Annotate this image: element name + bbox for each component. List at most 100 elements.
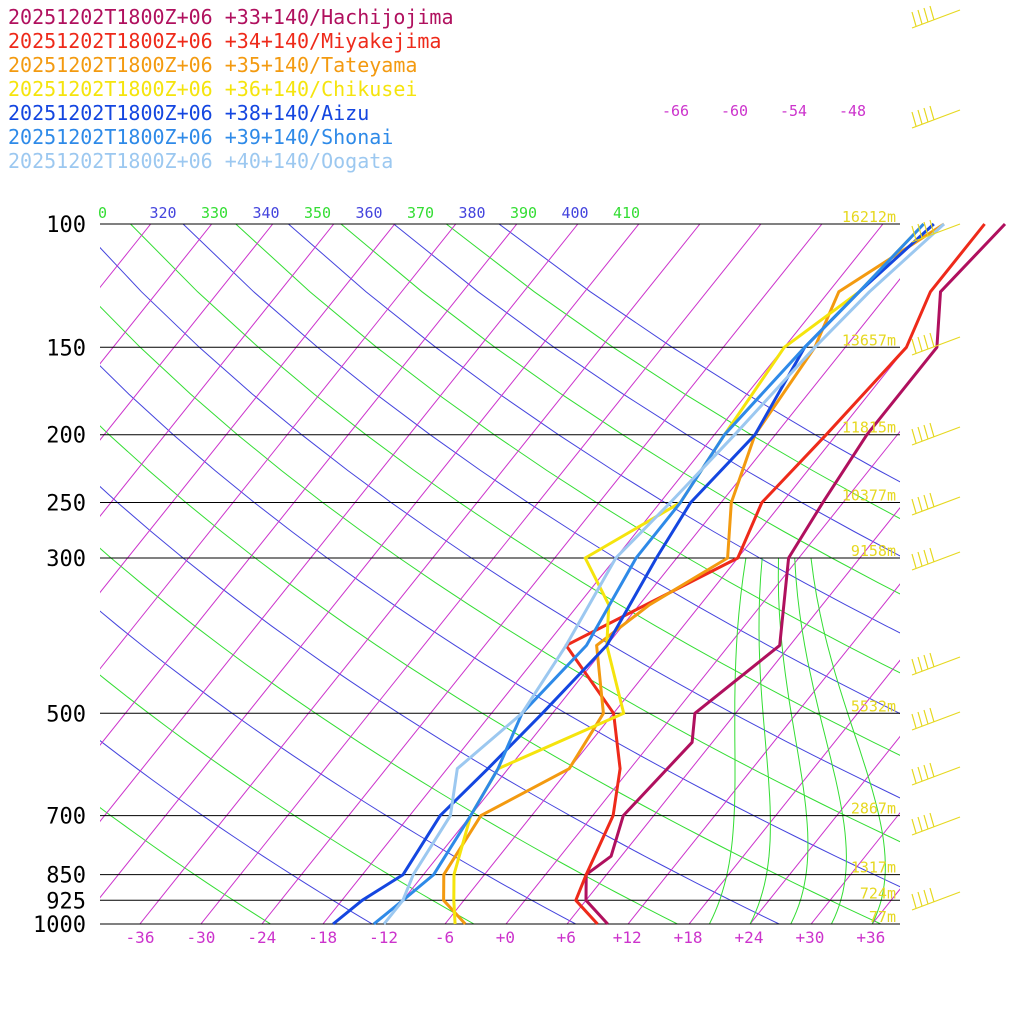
isotherm-line <box>100 224 579 823</box>
isotherm-line <box>994 224 1024 924</box>
pressure-label: 200 <box>46 424 86 449</box>
pressure-label: 250 <box>46 492 86 517</box>
legend-entry: 20251202T1800Z+06 +36+140/Chikusei <box>8 77 417 101</box>
pressure-label: 100 <box>46 213 86 238</box>
wind-barb-flag <box>917 109 923 125</box>
wind-barb-flag <box>929 812 935 828</box>
theta-label: 390 <box>510 204 537 222</box>
wind-barb-flag <box>911 111 917 127</box>
wind-barb-flag <box>923 424 929 440</box>
pressure-label: 300 <box>46 547 86 572</box>
wind-barb <box>911 551 961 571</box>
wind-barb-flag <box>929 105 935 121</box>
wind-barb-flag <box>917 9 923 25</box>
wind-barb <box>911 891 961 911</box>
wind-barb-flag <box>911 225 917 241</box>
theta-label: 410 <box>613 204 640 222</box>
wind-barb-flag <box>911 713 917 729</box>
isotherm-line <box>933 224 1024 924</box>
wind-barb-flag <box>929 707 935 723</box>
wind-barb-flag <box>917 766 923 782</box>
profile-line <box>382 222 946 925</box>
isotherm-line <box>100 224 396 594</box>
wind-barb-flag <box>923 7 929 23</box>
wind-barb-flag <box>923 494 929 510</box>
isotherm-line <box>505 430 900 924</box>
isotherm-line <box>100 224 274 441</box>
isobar-group <box>100 223 900 925</box>
x-tick-label: -24 <box>247 928 276 947</box>
isotherm-line <box>627 583 900 924</box>
wind-barb-flag <box>929 219 935 235</box>
moist-adiabat-line <box>708 557 747 924</box>
x-tick-label: +24 <box>735 928 764 947</box>
wind-barb <box>911 9 961 29</box>
theta-label: 400 <box>562 204 589 222</box>
profile-line <box>584 222 1007 926</box>
wind-barb-flag <box>911 658 917 674</box>
wind-barb-flag <box>917 336 923 352</box>
height-label: 16212m <box>842 208 896 226</box>
wind-barb <box>911 336 961 356</box>
profile-line <box>452 222 925 925</box>
wind-barb-group <box>911 5 961 911</box>
wind-barb <box>911 816 961 836</box>
isotherm-line <box>261 224 823 924</box>
theta-label: 320 <box>150 204 177 222</box>
legend-entry: 20251202T1800Z+06 +34+140/Miyakejima <box>8 29 441 53</box>
theta-label: 0 <box>98 204 107 222</box>
legend: 20251202T1800Z+06 +33+140/Hachijojima202… <box>8 5 454 173</box>
wind-barb <box>911 223 961 243</box>
x-tick-label: -12 <box>369 928 398 947</box>
height-label: 13657m <box>842 331 896 349</box>
dry-adiabat-line <box>100 246 900 799</box>
wind-barb <box>911 711 961 731</box>
theta-label: 360 <box>356 204 383 222</box>
isotherm-line <box>100 224 640 899</box>
profile-group <box>332 222 1007 926</box>
x-tick-label: -18 <box>308 928 337 947</box>
wind-barb-flag <box>923 889 929 905</box>
wind-barb-flag <box>911 893 917 909</box>
wind-barb-flag <box>911 498 917 514</box>
x-tick-label: +0 <box>496 928 515 947</box>
dry-adiabat-line <box>235 224 900 674</box>
height-label: 77m <box>869 908 896 926</box>
legend-entry: 20251202T1800Z+06 +33+140/Hachijojima <box>8 5 454 29</box>
x-tick-label: +30 <box>795 928 824 947</box>
wind-barb-flag <box>911 768 917 784</box>
isotherm-line <box>100 224 518 746</box>
isotherm-group <box>100 224 1024 924</box>
dry-adiabat-line <box>340 224 900 595</box>
wind-barb <box>911 109 961 129</box>
wind-barb-flag <box>917 496 923 512</box>
height-label: 10377m <box>842 487 896 505</box>
dry-adiabat-line <box>100 365 900 888</box>
moist-adiabat-line <box>810 557 886 924</box>
isotherm-line <box>383 278 900 924</box>
x-tick-label: +36 <box>856 928 885 947</box>
moist-adiabat-group <box>708 557 886 924</box>
pressure-label: 700 <box>46 805 86 830</box>
theta-label: 380 <box>459 204 486 222</box>
wind-barb-flag <box>917 816 923 832</box>
height-label: 11815m <box>842 419 896 437</box>
wind-barb-flag <box>923 709 929 725</box>
legend-entry: 20251202T1800Z+06 +40+140/Oogata <box>8 149 393 173</box>
isotherm-top-label: -54 <box>780 102 807 120</box>
height-label: 724m <box>860 884 896 902</box>
dry-adiabat-line <box>100 807 271 924</box>
wind-barb-flag <box>923 764 929 780</box>
wind-barb-flag <box>929 547 935 563</box>
wind-barb-flag <box>929 332 935 348</box>
wind-barb-flag <box>917 223 923 239</box>
wind-barb-flag <box>923 549 929 565</box>
wind-barb-flag <box>929 5 935 21</box>
wind-barb-flag <box>923 221 929 237</box>
wind-barb-flag <box>911 818 917 834</box>
pressure-label: 500 <box>46 702 86 727</box>
wind-barb-flag <box>923 107 929 123</box>
isotherm-line <box>566 506 900 924</box>
dry-adiabat-line <box>100 425 882 924</box>
